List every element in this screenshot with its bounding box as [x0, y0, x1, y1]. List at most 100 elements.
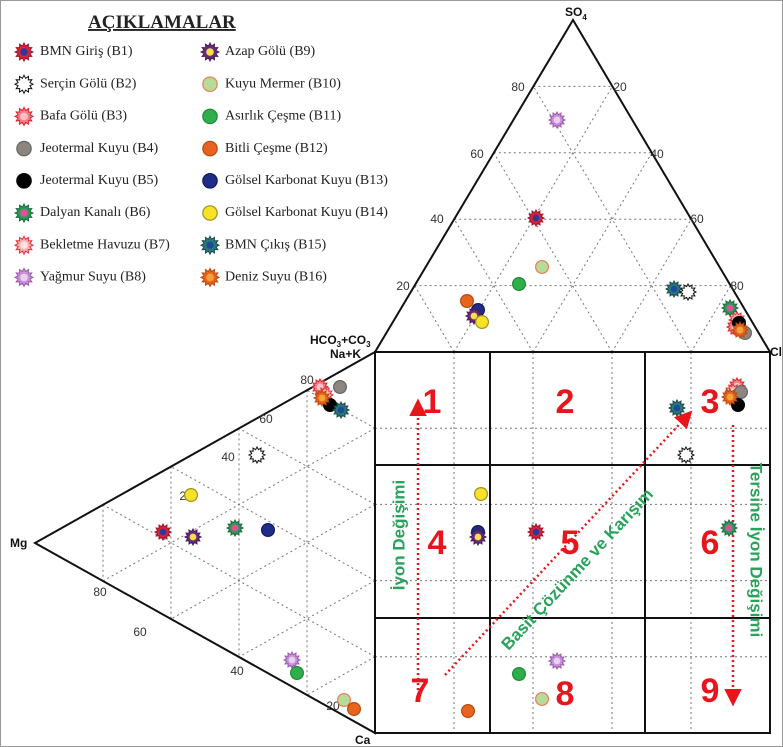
- tick-label: 40: [221, 450, 235, 464]
- sample-point: [202, 108, 218, 125]
- grid-line: [170, 503, 376, 620]
- sample-point-center: [206, 241, 214, 249]
- region-number: 2: [556, 383, 575, 421]
- sample-point-center: [736, 326, 744, 334]
- region-number: 1: [423, 383, 442, 421]
- legend-label: Bafa Gölü (B3): [40, 109, 127, 124]
- sample-point-center: [159, 528, 167, 536]
- sample-point: [333, 380, 348, 395]
- tick-label: 40: [230, 664, 244, 678]
- sample-point: [202, 173, 218, 189]
- sample-point: [534, 691, 549, 706]
- grid-line: [532, 86, 692, 353]
- axis-label: Ca: [355, 733, 371, 747]
- sample-point-center: [553, 657, 561, 665]
- sample-point-center: [20, 80, 28, 88]
- tick-label: 80: [93, 585, 107, 599]
- region-number: 9: [701, 672, 720, 710]
- axis-label: Mg: [10, 536, 27, 550]
- arrow-label: İyon Değişimi: [389, 480, 408, 591]
- sample-point: [733, 385, 748, 400]
- sample-point: [461, 703, 476, 718]
- legend-label: Jeotermal Kuyu (B4): [40, 141, 159, 156]
- legend-label: Azap Gölü (B9): [225, 44, 316, 59]
- grid-line: [493, 152, 613, 353]
- legend-title: AÇIKLAMALAR: [88, 12, 236, 33]
- sample-point-center: [682, 451, 690, 459]
- legend-label: Gölsel Karbonat Kuyu (B14): [225, 205, 388, 220]
- grid-line: [611, 218, 692, 353]
- grid-line: [453, 218, 534, 353]
- sample-point-center: [189, 533, 197, 541]
- sample-point: [534, 260, 549, 275]
- grid-line: [238, 427, 376, 505]
- sample-point-center: [318, 394, 326, 402]
- sample-point-center: [553, 116, 561, 124]
- sample-point: [16, 140, 32, 157]
- content: 8060402020406080806040208060402012345678…: [13, 41, 752, 718]
- sample-point: [202, 76, 218, 92]
- sample-point: [475, 315, 490, 330]
- sample-point-center: [337, 406, 345, 414]
- tick-label: 80: [300, 373, 314, 387]
- sample-point-center: [725, 524, 733, 532]
- legend-label: Gölsel Karbonat Kuyu (B13): [225, 173, 388, 188]
- grid-line: [238, 580, 376, 658]
- sample-point-center: [231, 524, 239, 532]
- sample-point: [290, 665, 305, 680]
- legend-label: Jeotermal Kuyu (B5): [40, 173, 159, 188]
- sample-point-center: [20, 48, 28, 56]
- sample-point: [511, 277, 526, 292]
- sample-point-center: [474, 533, 482, 541]
- sample-point-center: [20, 241, 28, 249]
- sample-point-center: [673, 404, 681, 412]
- sample-point: [337, 692, 352, 707]
- region-number: 6: [701, 524, 720, 562]
- sample-point-center: [684, 288, 692, 296]
- axis-label: Na+K: [330, 347, 361, 361]
- region-number: 5: [561, 524, 580, 562]
- sample-point: [460, 294, 475, 309]
- grid-line: [170, 466, 376, 582]
- grid-line: [532, 152, 653, 353]
- sample-point: [184, 488, 199, 503]
- sample-point-center: [20, 112, 28, 121]
- sample-point-center: [206, 48, 214, 56]
- tick-label: 60: [259, 412, 273, 426]
- sample-point: [511, 666, 526, 681]
- sample-point-center: [726, 393, 734, 401]
- sample-point: [347, 701, 362, 716]
- tick-label: 40: [430, 212, 444, 226]
- tick-label: 20: [396, 279, 410, 293]
- legend-label: Yağmur Suyu (B8): [40, 270, 146, 285]
- sample-point-center: [20, 273, 28, 282]
- legend-label: BMN Giriş (B1): [40, 44, 133, 59]
- legend-label: Asırlık Çeşme (B11): [225, 109, 341, 124]
- legend-label: Deniz Suyu (B16): [225, 270, 327, 285]
- sample-point-center: [470, 312, 478, 320]
- region-number: 7: [411, 672, 430, 710]
- sample-point: [16, 173, 32, 189]
- tick-label: 80: [730, 279, 744, 293]
- sample-point-center: [20, 209, 28, 217]
- sample-point-center: [288, 656, 296, 664]
- sample-point-center: [532, 528, 540, 536]
- sample-point-center: [253, 451, 261, 459]
- tick-label: 60: [133, 625, 147, 639]
- axis-label: Cl: [770, 345, 782, 359]
- legend-label: Kuyu Mermer (B10): [225, 76, 341, 91]
- tick-label: 20: [326, 699, 340, 713]
- legend-label: Bekletme Havuzu (B7): [40, 237, 170, 252]
- tick-label: 20: [613, 80, 627, 94]
- region-number: 8: [556, 675, 575, 713]
- sample-point: [730, 398, 745, 413]
- legend-label: BMN Çıkış (B15): [225, 237, 326, 252]
- legend-label: Serçin Gölü (B2): [40, 76, 137, 91]
- arrows: [409, 398, 742, 707]
- legend-label: Bitli Çeşme (B12): [225, 141, 328, 156]
- tick-label: 60: [690, 212, 704, 226]
- axis-label: HCO3+CO3: [310, 333, 371, 349]
- tick-label: 80: [511, 80, 525, 94]
